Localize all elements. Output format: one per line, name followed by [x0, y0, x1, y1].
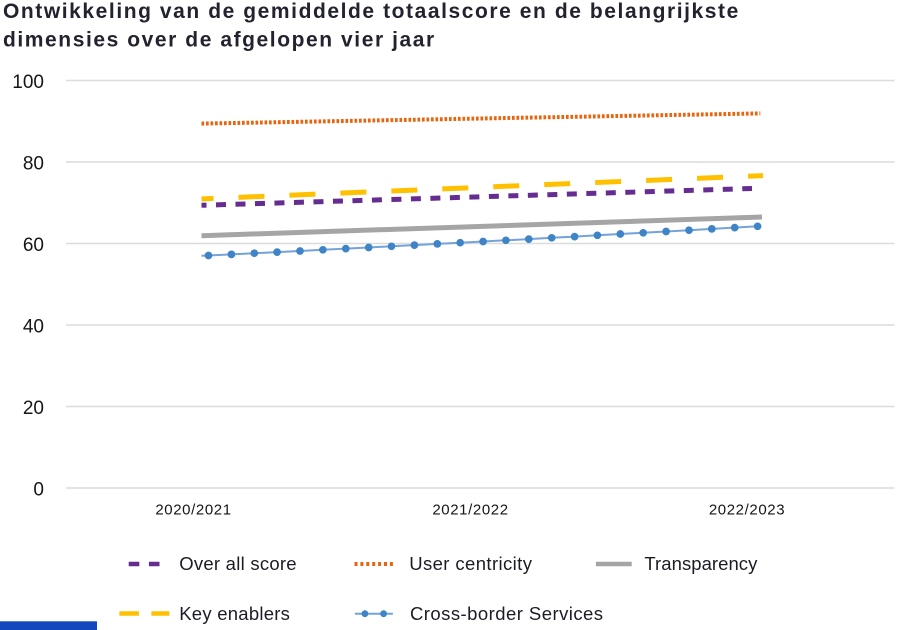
svg-text:100: 100	[12, 72, 44, 93]
svg-text:2020/2021: 2020/2021	[155, 502, 231, 519]
svg-text:Over all score: Over all score	[179, 553, 297, 574]
svg-text:User centricity: User centricity	[409, 553, 533, 574]
svg-text:40: 40	[23, 317, 44, 338]
svg-text:Transparency: Transparency	[644, 553, 758, 574]
svg-text:dimensies over de afgelopen vi: dimensies over de afgelopen vier jaar	[3, 29, 436, 52]
svg-text:Ontwikkeling van de gemiddelde: Ontwikkeling van de gemiddelde totaalsco…	[3, 0, 740, 23]
svg-text:20: 20	[23, 398, 44, 419]
svg-text:80: 80	[23, 154, 44, 175]
svg-text:Cross-border Services: Cross-border Services	[410, 603, 603, 624]
svg-text:2021/2022: 2021/2022	[432, 502, 508, 519]
svg-text:0: 0	[33, 480, 44, 501]
svg-text:Key enablers: Key enablers	[179, 603, 290, 624]
svg-text:2022/2023: 2022/2023	[709, 502, 785, 519]
svg-text:60: 60	[23, 235, 44, 256]
